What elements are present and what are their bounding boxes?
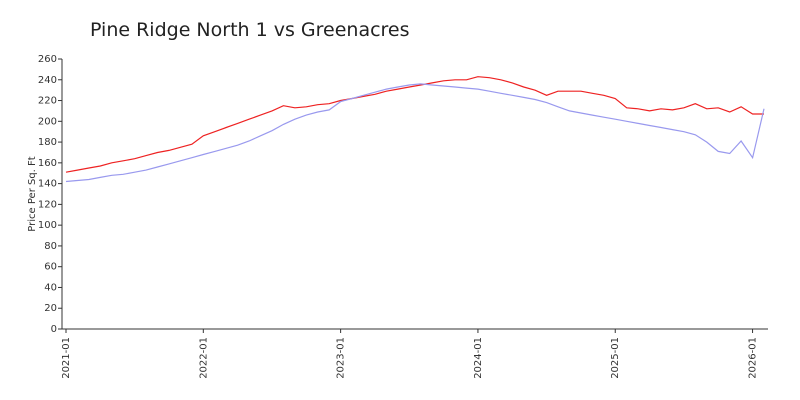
y-tick-label: 60 <box>44 262 57 273</box>
y-axis-label: Price Per Sq. Ft <box>27 156 38 231</box>
x-tick-label: 2023-01 <box>336 337 347 379</box>
x-tick-label: 2025-01 <box>610 337 621 379</box>
y-tick-label: 180 <box>38 137 57 148</box>
y-tick-label: 120 <box>38 199 57 210</box>
y-tick-label: 240 <box>38 75 57 86</box>
y-tick-label: 260 <box>38 54 57 65</box>
y-tick-label: 140 <box>38 179 57 190</box>
x-tick-label: 2021-01 <box>61 337 72 379</box>
chart-title: Pine Ridge North 1 vs Greenacres <box>90 19 410 41</box>
y-tick-label: 20 <box>44 303 57 314</box>
y-tick-label: 160 <box>38 158 57 169</box>
series-line <box>65 76 764 173</box>
x-tick-label: 2026-01 <box>748 337 759 379</box>
series-line <box>65 83 765 183</box>
y-tick-label: 100 <box>38 220 57 231</box>
y-tick-label: 40 <box>44 282 57 293</box>
y-tick-label: 200 <box>38 116 57 127</box>
x-tick-label: 2024-01 <box>473 337 484 379</box>
y-tick-label: 80 <box>44 241 57 252</box>
x-tick-label: 2022-01 <box>198 337 209 379</box>
y-tick-label: 0 <box>51 324 57 335</box>
y-tick-label: 220 <box>38 96 57 107</box>
